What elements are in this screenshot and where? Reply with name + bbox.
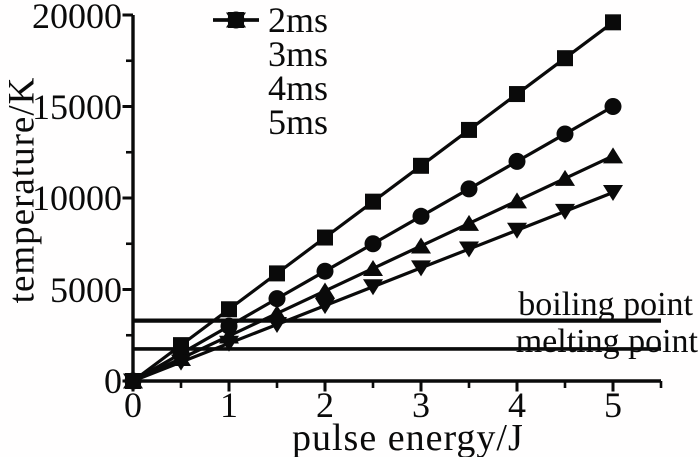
legend: 2ms 3ms 4ms 5ms <box>213 0 329 142</box>
triangle-down-marker-icon <box>315 298 335 315</box>
triangle-down-marker-icon <box>555 203 575 220</box>
triangle-down-marker-icon <box>226 12 246 29</box>
square-marker-icon <box>269 265 285 282</box>
series-5ms <box>123 185 623 390</box>
triangle-up-marker-icon <box>315 282 335 299</box>
series-2ms <box>125 14 621 389</box>
triangle-down-marker-icon <box>171 354 191 371</box>
legend-label: 3ms <box>268 34 329 74</box>
legend-item-4ms: 4ms <box>213 11 329 108</box>
triangle-up-marker-icon <box>603 147 623 164</box>
circle-marker-icon <box>508 152 526 170</box>
square-marker-icon <box>509 86 525 103</box>
square-marker-icon <box>221 301 237 318</box>
legend-label: 5ms <box>268 102 329 142</box>
triangle-down-marker-icon <box>267 316 287 333</box>
square-marker-icon <box>365 193 381 210</box>
circle-marker-icon <box>364 235 382 253</box>
x-tick-label-0: 0 <box>124 385 142 425</box>
triangle-down-marker-icon <box>603 185 623 202</box>
x-tick-label-5: 5 <box>604 385 622 425</box>
melting-point-label: melting point <box>515 322 698 360</box>
legend-label: 4ms <box>268 68 329 108</box>
square-marker-icon <box>461 121 477 138</box>
circle-marker-icon <box>268 290 286 308</box>
square-marker-icon <box>557 50 573 67</box>
triangle-up-marker-icon <box>555 169 575 186</box>
triangle-down-marker-icon <box>213 12 259 139</box>
triangle-down-marker-icon <box>459 241 479 258</box>
square-marker-icon <box>317 229 333 246</box>
y-tick-label-20000: 20000 <box>32 0 122 36</box>
y-tick-label-15000: 15000 <box>32 86 122 127</box>
legend-item-3ms: 3ms <box>213 11 329 74</box>
triangle-down-marker-icon <box>123 373 143 390</box>
circle-marker-icon <box>604 98 622 115</box>
triangle-down-marker-icon <box>507 222 527 239</box>
legend-item-5ms: 5ms <box>213 12 329 142</box>
triangle-up-marker-icon <box>363 259 383 276</box>
triangle-down-marker-icon <box>363 279 383 296</box>
x-tick-label-2: 2 <box>316 385 334 425</box>
circle-marker-icon <box>556 125 574 143</box>
x-tick-label-4: 4 <box>508 385 526 425</box>
square-marker-icon <box>605 14 621 31</box>
circle-marker-icon <box>412 207 430 225</box>
triangle-down-marker-icon <box>219 335 239 352</box>
triangle-up-marker-icon <box>411 237 431 254</box>
triangle-up-marker-icon <box>213 11 259 105</box>
circle-marker-icon <box>316 262 334 280</box>
circle-marker-icon <box>460 180 478 198</box>
legend-label: 2ms <box>268 0 329 40</box>
x-tick-label-1: 1 <box>220 385 238 425</box>
y-tick-label-0: 0 <box>104 361 122 401</box>
y-tick-label-5000: 5000 <box>50 269 122 310</box>
x-axis-title: pulse energy/J <box>292 417 524 457</box>
x-tick-label-3: 3 <box>412 385 430 425</box>
circle-marker-icon <box>213 11 259 71</box>
triangle-up-marker-icon <box>507 192 527 209</box>
boiling-point-label: boiling point <box>518 285 693 323</box>
y-tick-label-10000: 10000 <box>32 178 122 218</box>
square-marker-icon <box>413 157 429 174</box>
triangle-down-marker-icon <box>411 260 431 277</box>
triangle-up-marker-icon <box>459 214 479 231</box>
circle-marker-icon <box>220 317 238 335</box>
